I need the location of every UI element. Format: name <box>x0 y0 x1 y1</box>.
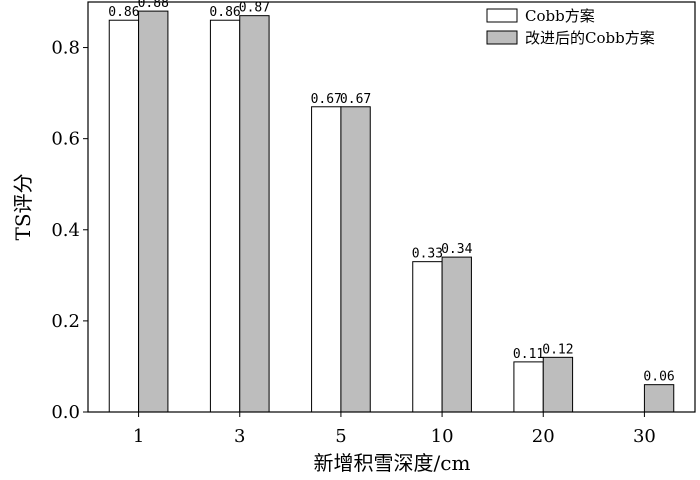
y-tick-label: 0.0 <box>51 402 80 423</box>
bars-layer <box>108 10 675 413</box>
bar-series2-3 <box>239 15 270 413</box>
data-label-series2-3: 0.87 <box>239 1 270 16</box>
data-label-series2-30: 0.06 <box>643 370 674 385</box>
bar-series1-3 <box>209 19 241 413</box>
bar-series2-5 <box>340 106 371 413</box>
y-tick-label: 0.4 <box>51 220 80 241</box>
bar-series1-5 <box>311 106 342 413</box>
x-tick-label: 1 <box>133 426 144 447</box>
data-label-series2-1: 0.88 <box>138 0 169 11</box>
bar-series1-10 <box>412 261 443 413</box>
x-tick-label: 10 <box>431 426 454 447</box>
x-axis: 1 3 5 10 20 30 <box>133 412 656 447</box>
x-tick-label: 20 <box>532 426 555 447</box>
x-tick-label: 3 <box>234 426 245 447</box>
bar-series2-20 <box>542 356 574 413</box>
legend-swatch-series1 <box>486 8 518 23</box>
y-tick-label: 0.8 <box>51 38 80 59</box>
plot-frame <box>87 1 696 413</box>
legend-label-series2: 改进后的Cobb方案 <box>525 29 655 47</box>
data-labels-layer: 0.860.880.860.870.670.670.330.340.110.12… <box>108 0 674 385</box>
x-axis-title: 新增积雪深度/cm <box>314 451 471 475</box>
data-label-series1-10: 0.33 <box>412 247 443 262</box>
data-label-series2-5: 0.67 <box>340 92 371 107</box>
x-tick-label: 30 <box>633 426 656 447</box>
legend-label-series1: Cobb方案 <box>525 7 595 25</box>
x-tick-label: 5 <box>335 426 346 447</box>
data-label-series2-20: 0.12 <box>542 342 573 357</box>
y-axis: 0.0 0.2 0.4 0.6 0.8 <box>51 38 88 423</box>
legend-swatch-series2 <box>486 30 518 45</box>
data-label-series1-3: 0.86 <box>209 5 240 20</box>
bar-series1-1 <box>108 19 140 413</box>
data-label-series1-1: 0.86 <box>108 5 139 20</box>
data-label-series2-10: 0.34 <box>441 242 472 257</box>
y-tick-label: 0.6 <box>51 129 80 150</box>
y-axis-title: TS评分 <box>11 173 35 240</box>
bar-series2-30 <box>643 384 675 413</box>
bar-series2-1 <box>138 10 169 413</box>
data-label-series1-5: 0.67 <box>311 92 342 107</box>
bar-series1-20 <box>513 361 544 413</box>
y-tick-label: 0.2 <box>51 311 80 332</box>
data-label-series1-20: 0.11 <box>513 347 544 362</box>
bar-series2-10 <box>441 256 472 413</box>
